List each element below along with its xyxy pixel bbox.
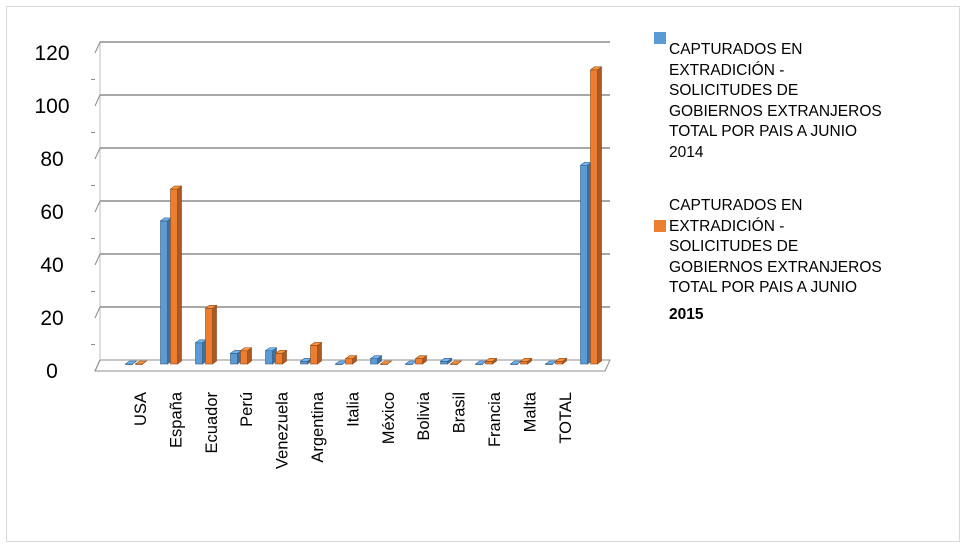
bar-2015-top — [449, 360, 463, 365]
bar-2015-top — [344, 355, 358, 360]
bar-2014-top — [264, 347, 278, 352]
x-tick-label: México — [380, 392, 398, 444]
x-tick-label: Venezuela — [274, 391, 292, 469]
bar-2015 — [415, 358, 423, 365]
gridline-depth — [94, 253, 101, 266]
legend-year-2015: 2015 — [669, 305, 704, 323]
x-tick-label: Argentina — [309, 391, 327, 462]
bar-2014-top — [439, 358, 453, 362]
legend-item-2014: CAPTURADOS EN EXTRADICIÓN - SOLICITUDES … — [654, 30, 959, 163]
bar-2015 — [590, 69, 598, 365]
bar-2015 — [485, 361, 493, 365]
y-tick-label: 120 — [34, 42, 69, 65]
bar-2015 — [205, 308, 213, 365]
y-tick-label: 80 — [40, 148, 63, 171]
bar-2015-side — [177, 185, 182, 365]
gridline-depth — [94, 147, 101, 160]
x-tick-label: Perú — [238, 392, 256, 427]
legend-label-2015: CAPTURADOS EN EXTRADICIÓN - SOLICITUDES … — [669, 197, 882, 296]
bar-2015-top — [239, 347, 253, 352]
bar-2015-top — [169, 185, 183, 190]
bar-2015-top — [309, 342, 323, 346]
bar-2015 — [555, 361, 563, 365]
bar-2015-top — [414, 355, 428, 360]
bar-2015 — [310, 345, 318, 365]
bar-2014 — [230, 353, 238, 365]
x-tick-label: USA — [132, 392, 150, 426]
y-tick-label: 40 — [40, 254, 63, 277]
side-wall-floor-edge — [94, 359, 101, 372]
bar-2015-top — [554, 358, 568, 362]
y-tick-label: 0 — [46, 360, 58, 383]
gridline-depth — [94, 41, 101, 54]
bar-2015-top — [519, 358, 533, 362]
bar-2014 — [370, 358, 378, 365]
gridline-depth — [94, 94, 101, 107]
x-tick-label: Bolivia — [415, 391, 433, 440]
bar-2015-top — [274, 350, 288, 354]
bar-2015-side — [212, 304, 217, 365]
legend-swatch-2014 — [654, 32, 666, 44]
bar-2015-top — [379, 360, 393, 365]
gridline-depth — [94, 200, 101, 213]
legend-item-2015: CAPTURADOS EN EXTRADICIÓN - SOLICITUDES … — [654, 196, 959, 325]
y-tick-label: 20 — [40, 307, 63, 330]
bar-2015 — [345, 358, 353, 365]
legend: CAPTURADOS EN EXTRADICIÓN - SOLICITUDES … — [654, 30, 959, 325]
x-tick-label: Malta — [521, 391, 539, 432]
bar-2015-top — [484, 358, 498, 362]
x-tick-label: TOTAL — [557, 392, 575, 444]
bar-2015 — [275, 353, 283, 365]
gridline-depth — [94, 306, 101, 319]
bar-2014 — [580, 164, 588, 365]
bar-2015-top — [134, 360, 148, 365]
bar-2014 — [300, 361, 308, 365]
legend-swatch-2015 — [654, 220, 666, 232]
bar-2015-top — [204, 305, 218, 309]
bar-2015-side — [317, 341, 322, 365]
bar-2014 — [440, 361, 448, 365]
x-tick-label: España — [167, 391, 185, 448]
bar-2014-top — [369, 355, 383, 360]
y-tick-label: 60 — [40, 201, 63, 224]
bar-2015 — [520, 361, 528, 365]
x-tick-label: Ecuador — [203, 392, 221, 454]
bar-2015 — [240, 350, 248, 365]
x-tick-label: Italia — [344, 391, 362, 427]
bar-2014 — [195, 342, 203, 365]
bar-2014 — [265, 350, 273, 365]
bar-2015 — [170, 188, 178, 365]
bar-2015-side — [597, 66, 602, 365]
x-tick-label: Francia — [486, 391, 504, 447]
legend-label-2014: CAPTURADOS EN EXTRADICIÓN - SOLICITUDES … — [669, 41, 882, 161]
x-tick-label: Brasil — [451, 392, 469, 433]
bar-2014-top — [124, 360, 138, 365]
bar-2014 — [160, 220, 168, 365]
bar-2015-top — [589, 66, 603, 71]
y-tick-label: 100 — [34, 95, 69, 118]
